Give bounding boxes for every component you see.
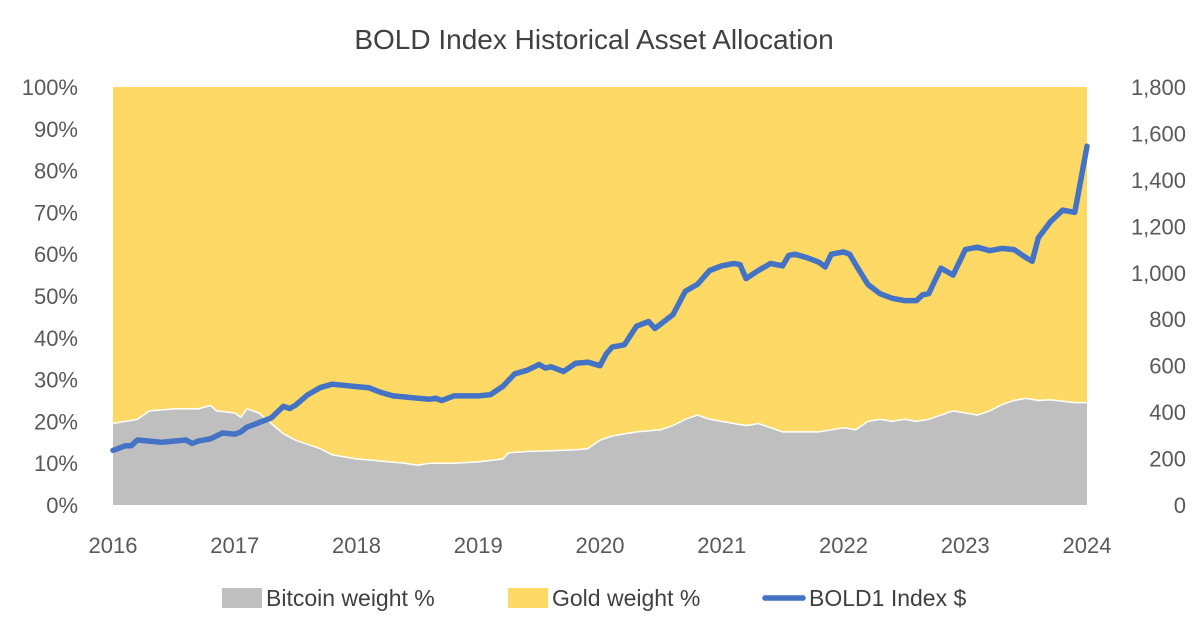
y-left-tick-label: 70% bbox=[34, 200, 78, 225]
y-left-tick-label: 10% bbox=[34, 451, 78, 476]
x-tick-label: 2017 bbox=[210, 533, 259, 558]
chart-title: BOLD Index Historical Asset Allocation bbox=[354, 24, 833, 55]
y-axis-right: 0 200 400 600 800 1,000 1,200 1,400 1,600 1,800 bbox=[1131, 75, 1186, 518]
y-right-tick-label: 1,600 bbox=[1131, 121, 1186, 146]
y-right-tick-label: 1,400 bbox=[1131, 168, 1186, 193]
y-right-tick-label: 1,000 bbox=[1131, 261, 1186, 286]
y-left-tick-label: 100% bbox=[22, 75, 78, 100]
x-tick-label: 2016 bbox=[89, 533, 138, 558]
y-left-tick-label: 30% bbox=[34, 368, 78, 393]
area-boundary bbox=[112, 397, 1087, 467]
legend-label: Gold weight % bbox=[552, 585, 700, 611]
legend-label: Bitcoin weight % bbox=[266, 585, 435, 611]
y-left-tick-label: 50% bbox=[34, 284, 78, 309]
bitcoin-weight-area bbox=[113, 398, 1087, 505]
x-axis: 2016 2017 2018 2019 2020 2021 2022 2023 2024 bbox=[89, 533, 1112, 558]
x-tick-label: 2023 bbox=[941, 533, 990, 558]
y-right-tick-label: 800 bbox=[1149, 307, 1186, 332]
legend-box-swatch bbox=[222, 588, 262, 608]
y-left-tick-label: 20% bbox=[34, 409, 78, 434]
y-right-tick-label: 600 bbox=[1149, 354, 1186, 379]
legend-item: BOLD1 Index $ bbox=[762, 585, 966, 611]
y-left-tick-label: 80% bbox=[34, 159, 78, 184]
y-right-tick-label: 1,800 bbox=[1131, 75, 1186, 100]
legend-label: BOLD1 Index $ bbox=[809, 585, 966, 611]
x-tick-label: 2019 bbox=[454, 533, 503, 558]
x-tick-label: 2022 bbox=[819, 533, 868, 558]
bold-index-line bbox=[110, 143, 1090, 454]
y-right-tick-label: 400 bbox=[1149, 400, 1186, 425]
y-left-tick-label: 90% bbox=[34, 117, 78, 142]
y-right-tick-label: 200 bbox=[1149, 447, 1186, 472]
x-tick-label: 2024 bbox=[1063, 533, 1112, 558]
y-right-tick-label: 0 bbox=[1174, 493, 1186, 518]
y-left-tick-label: 0% bbox=[46, 493, 78, 518]
legend-item: Bitcoin weight % bbox=[222, 585, 435, 611]
legend: Bitcoin weight % Gold weight % BOLD1 Index… bbox=[222, 585, 966, 611]
legend-item: Gold weight % bbox=[508, 585, 700, 611]
y-left-tick-label: 60% bbox=[34, 242, 78, 267]
x-tick-label: 2021 bbox=[697, 533, 746, 558]
x-tick-label: 2020 bbox=[576, 533, 625, 558]
plot-area bbox=[110, 87, 1090, 505]
y-axis-left: 0% 10% 20% 30% 40% 50% 60% 70% 80% 90% 100% bbox=[22, 75, 78, 518]
y-left-tick-label: 40% bbox=[34, 326, 78, 351]
gold-weight-area bbox=[113, 87, 1087, 466]
x-tick-label: 2018 bbox=[332, 533, 381, 558]
y-right-tick-label: 1,200 bbox=[1131, 214, 1186, 239]
legend-box-swatch bbox=[508, 588, 548, 608]
